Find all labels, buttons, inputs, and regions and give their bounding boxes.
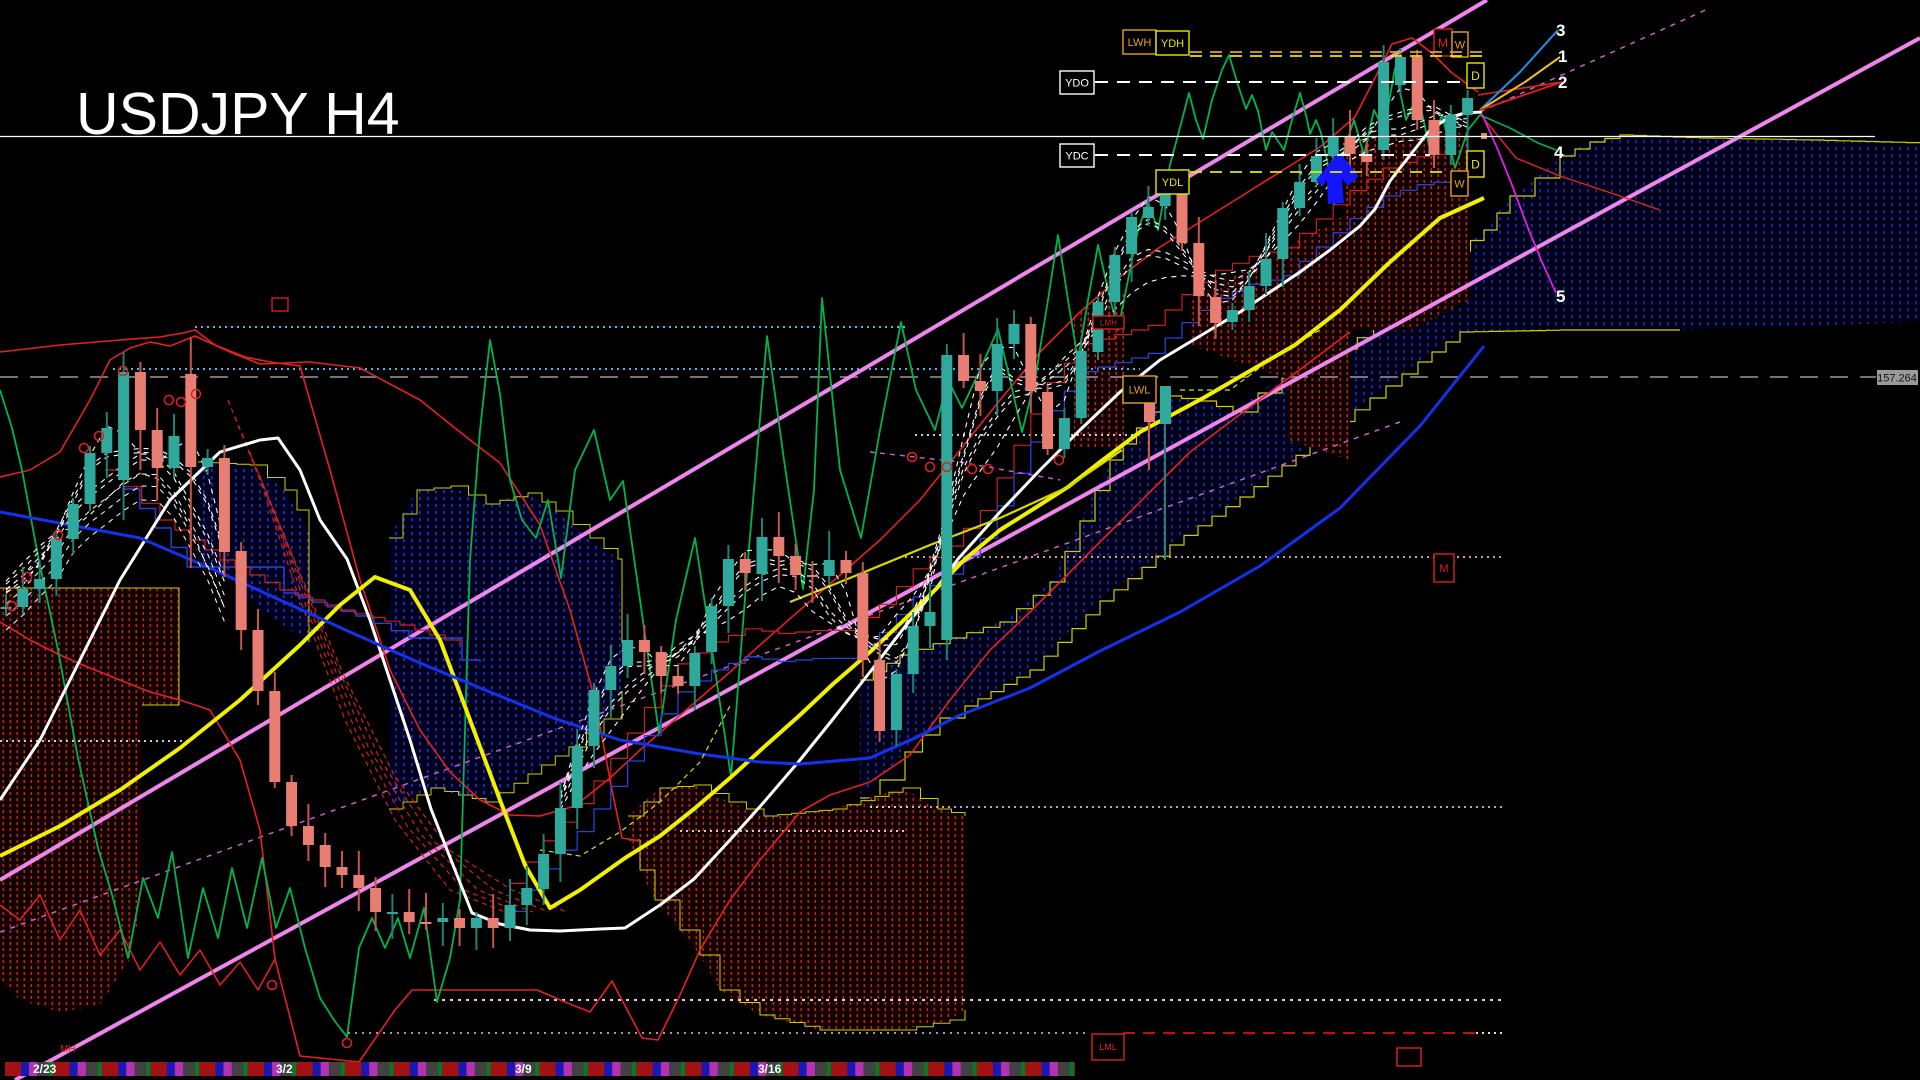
svg-text:3: 3 <box>1556 21 1565 40</box>
svg-text:D: D <box>1471 69 1480 83</box>
svg-text:3/2: 3/2 <box>276 1062 293 1076</box>
svg-text:3/9: 3/9 <box>515 1062 532 1076</box>
svg-text:YDC: YDC <box>1065 150 1088 162</box>
svg-text:M: M <box>1438 36 1448 50</box>
svg-text:YDH: YDH <box>1161 38 1184 50</box>
svg-text:5: 5 <box>1556 287 1565 306</box>
svg-text:LWH: LWH <box>1128 37 1152 49</box>
svg-text:4: 4 <box>1554 143 1564 162</box>
svg-text:1: 1 <box>1558 47 1567 66</box>
svg-text:M: M <box>1439 563 1448 575</box>
svg-text:2: 2 <box>1558 73 1567 92</box>
svg-text:LWL: LWL <box>1129 384 1151 396</box>
svg-text:3/16: 3/16 <box>758 1062 782 1076</box>
svg-text:LML: LML <box>1099 1042 1117 1052</box>
svg-text:YDL: YDL <box>1162 177 1183 189</box>
svg-text:LMH: LMH <box>1100 318 1117 327</box>
svg-text:2/23: 2/23 <box>33 1062 57 1076</box>
svg-text:MH: MH <box>60 1044 76 1055</box>
svg-text:YDO: YDO <box>1065 77 1089 89</box>
svg-text:W: W <box>1454 178 1465 190</box>
svg-text:W: W <box>1455 39 1466 51</box>
svg-text:D: D <box>1471 157 1480 171</box>
svg-text:USDJPY H4: USDJPY H4 <box>76 81 400 147</box>
svg-text:157.264: 157.264 <box>1877 373 1917 385</box>
